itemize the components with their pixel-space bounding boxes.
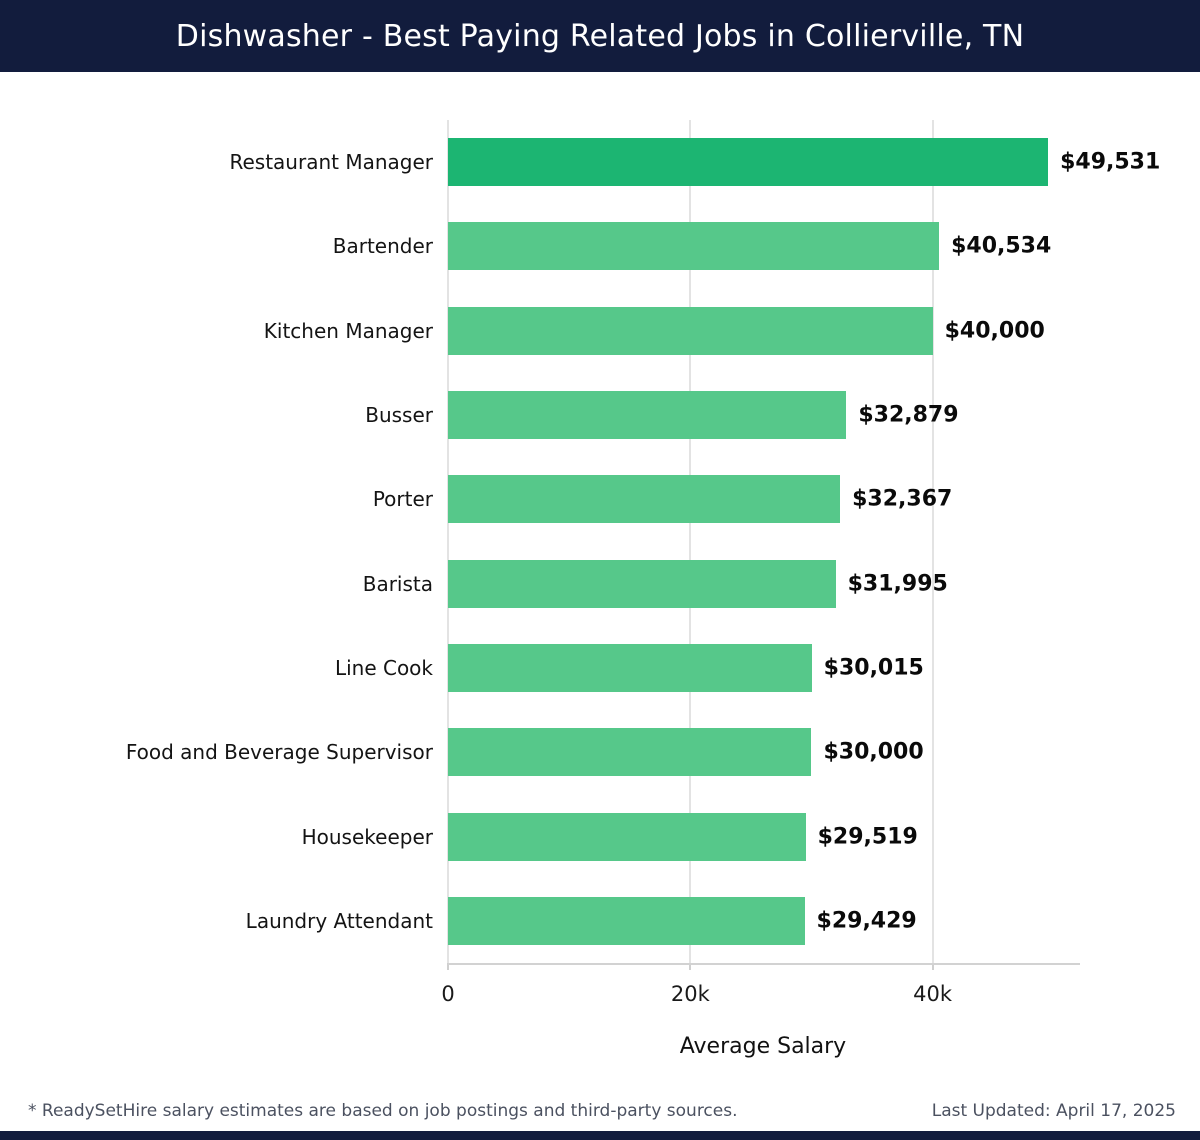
bar: [448, 306, 933, 355]
bar-row: Line Cook $30,015: [0, 626, 1200, 710]
page-title: Dishwasher - Best Paying Related Jobs in…: [175, 18, 1025, 54]
footer-note: * ReadySetHire salary estimates are base…: [28, 1101, 738, 1121]
category-label: Kitchen Manager: [263, 318, 433, 343]
category-label: Busser: [365, 403, 433, 428]
bar-row: Kitchen Manager $40,000: [0, 289, 1200, 373]
bar-value-label: $30,000: [823, 739, 924, 765]
x-tick: [447, 963, 449, 970]
bar-value-label: $32,367: [852, 486, 953, 512]
bar: [448, 812, 806, 861]
bar-track: $40,534: [448, 222, 1078, 271]
bar: [448, 475, 841, 524]
category-label: Housekeeper: [301, 824, 433, 849]
bar: [448, 138, 1049, 187]
bar: [448, 643, 812, 692]
gridline: [447, 120, 449, 963]
category-label: Porter: [372, 487, 433, 512]
x-tick: [689, 963, 692, 970]
bar-track: $49,531: [448, 138, 1160, 187]
bar-row: Porter $32,367: [0, 457, 1200, 541]
bar-value-label: $49,531: [1060, 149, 1161, 175]
gridline: [689, 120, 692, 963]
x-axis-title: Average Salary: [679, 1034, 847, 1059]
x-tick: [931, 963, 934, 970]
bar-track: $32,879: [448, 391, 1078, 440]
bar: [448, 728, 812, 777]
bar-track: $30,000: [448, 728, 1078, 777]
bar-track: $30,015: [448, 643, 1078, 692]
bar: [448, 559, 836, 608]
bar-value-label: $29,519: [817, 824, 918, 850]
bar-value-label: $30,015: [823, 655, 924, 681]
x-tick-label: 40k: [913, 982, 953, 1006]
x-tick-label: 0: [441, 982, 455, 1006]
bar-value-label: $31,995: [847, 571, 948, 597]
bar-row: Food and Beverage Supervisor $30,000: [0, 710, 1200, 794]
header-bar: Dishwasher - Best Paying Related Jobs in…: [0, 0, 1200, 72]
bar-track: $29,519: [448, 812, 1078, 861]
bar-value-label: $29,429: [816, 908, 917, 934]
bar-row: Busser $32,879: [0, 373, 1200, 457]
bar-track: $40,000: [448, 306, 1078, 355]
x-tick-label: 20k: [670, 982, 710, 1006]
last-updated: Last Updated: April 17, 2025: [931, 1101, 1176, 1121]
category-label: Food and Beverage Supervisor: [125, 740, 433, 765]
bar: [448, 222, 940, 271]
bar-value-label: $32,879: [858, 402, 959, 428]
gridline: [931, 120, 934, 963]
bottom-accent-strip: [0, 1131, 1200, 1140]
bar-row: Housekeeper $29,519: [0, 794, 1200, 878]
bar-row: Barista $31,995: [0, 541, 1200, 625]
bar-track: $32,367: [448, 475, 1078, 524]
bar-row: Bartender $40,534: [0, 204, 1200, 288]
category-label: Bartender: [332, 234, 433, 259]
bar: [448, 391, 847, 440]
bar-track: $29,429: [448, 896, 1078, 945]
bar: [448, 896, 805, 945]
bar-row: Laundry Attendant $29,429: [0, 879, 1200, 963]
category-label: Laundry Attendant: [245, 908, 433, 933]
x-axis-line: [448, 963, 1080, 965]
bar-row: Restaurant Manager $49,531: [0, 120, 1200, 204]
bar-track: $31,995: [448, 559, 1078, 608]
category-label: Restaurant Manager: [229, 150, 433, 175]
footer: * ReadySetHire salary estimates are base…: [0, 1101, 1200, 1121]
category-label: Line Cook: [334, 655, 433, 680]
bar-value-label: $40,000: [944, 318, 1045, 344]
bar-value-label: $40,534: [951, 233, 1052, 259]
bar-rows: Restaurant Manager $49,531 Bartender $40,53…: [0, 120, 1200, 963]
category-label: Barista: [362, 571, 433, 596]
